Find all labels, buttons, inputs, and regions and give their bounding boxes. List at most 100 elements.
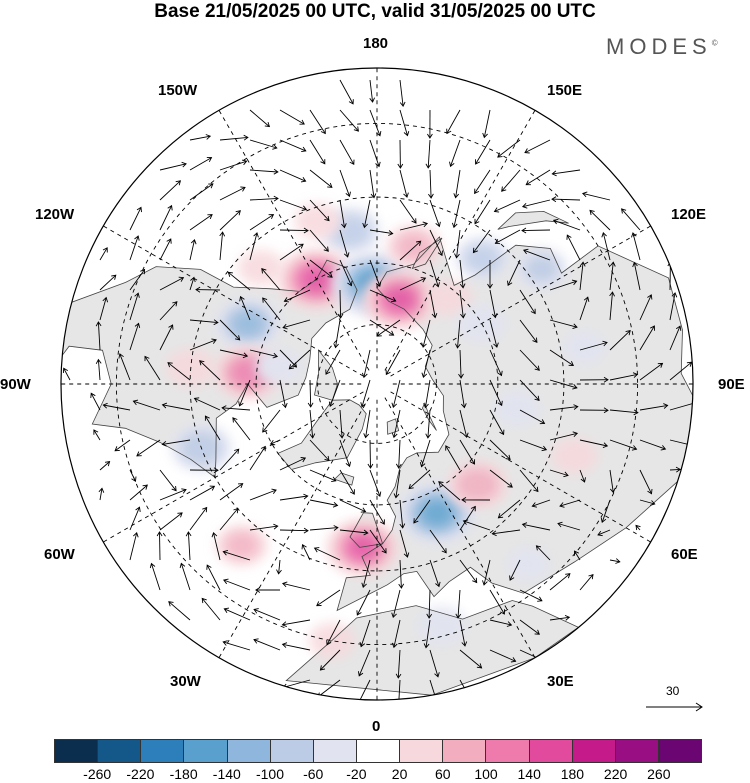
wind-vector-head (379, 519, 385, 525)
wind-vector-head (411, 218, 417, 224)
wind-vector-shaft (413, 499, 431, 524)
wind-vector-shaft (356, 589, 371, 616)
map-title: Base 21/05/2025 00 UTC, valid 31/05/2025… (154, 1, 596, 22)
wind-vector-head (631, 232, 637, 238)
wind-vector-shaft (519, 289, 536, 314)
wind-vector-head (551, 196, 557, 203)
latitude-circle (115, 122, 639, 646)
wind-vector-shaft (369, 439, 371, 469)
wind-vector-head (369, 97, 376, 103)
wind-vector-shaft (279, 229, 309, 232)
wind-vector-head (243, 134, 249, 141)
colorbar-swatch (270, 740, 314, 762)
wind-vector-shaft (421, 439, 431, 467)
meridian-line (390, 391, 651, 543)
wind-vector-head (499, 429, 505, 436)
positive-anomaly-cell (326, 519, 400, 576)
wind-vector-head (326, 640, 332, 646)
wind-vector-shaft (279, 109, 305, 125)
wind-vector-shaft (309, 109, 326, 134)
wind-vector-head (303, 493, 309, 500)
wind-vector-head (235, 210, 241, 216)
colorbar-tick-label: -140 (212, 766, 241, 782)
wind-vector-head (533, 486, 539, 493)
wind-vector-head (272, 144, 278, 150)
anomaly-contour-level (551, 438, 598, 474)
wind-vector-head (219, 231, 226, 237)
wind-vector-head (453, 193, 460, 199)
wind-vector-head (357, 671, 364, 677)
wind-vector-head (375, 161, 381, 168)
wind-vector-shaft (495, 229, 521, 244)
wind-vector-shaft (532, 499, 551, 507)
meridian-line (103, 391, 364, 543)
wind-vector-head (323, 246, 329, 252)
wind-vector-shaft (93, 429, 101, 441)
wind-vector-shaft (429, 259, 439, 287)
wind-vector-head (388, 230, 394, 236)
longitude-label-90w: 90W (0, 376, 31, 393)
wind-vector-head (282, 323, 288, 330)
wind-vector-head (333, 525, 339, 531)
wind-vector-shaft (150, 563, 161, 591)
wind-vector-shaft (489, 379, 503, 406)
wind-vector-head (531, 502, 537, 508)
wind-vector-shaft (159, 324, 174, 351)
wind-vector-shaft (279, 495, 308, 501)
wind-vector-shaft (639, 499, 655, 505)
wind-vector-head (534, 365, 540, 371)
wind-vector-head (537, 596, 543, 602)
colorbar-tick-label: -100 (255, 766, 285, 782)
wind-vector-shaft (162, 404, 191, 411)
wind-vector-head (206, 156, 213, 163)
wind-vector-shaft (222, 407, 251, 411)
wind-vector-shaft (129, 235, 139, 261)
wind-vector-shaft (369, 139, 380, 167)
wind-vector-shaft (99, 247, 108, 261)
wind-vector-shaft (597, 529, 611, 536)
longitude-label-30w: 30W (170, 673, 201, 690)
wind-vector-head (572, 384, 578, 390)
wind-vector-head (523, 248, 529, 255)
wind-vector-shaft (395, 469, 401, 498)
wind-vector-shaft (99, 274, 117, 291)
wind-vector-head (625, 330, 631, 336)
wind-vector-head (493, 342, 499, 348)
wind-vector-head (579, 261, 586, 267)
wind-vector-shaft (549, 319, 578, 328)
wind-vector-head (360, 402, 366, 408)
wind-vector-head (403, 192, 409, 198)
wind-vector-head (136, 451, 142, 457)
wind-vector-shaft (429, 199, 440, 227)
wind-vector-shaft (159, 180, 181, 201)
wind-vector-head (459, 283, 466, 289)
coastline-iceland (333, 472, 355, 486)
wind-vector-head (253, 608, 259, 614)
wind-vector-shaft (519, 409, 545, 424)
wind-vector-shaft (194, 397, 221, 411)
wind-vector-shaft (159, 469, 177, 491)
wind-vector-head (136, 206, 142, 213)
wind-vector-shaft (119, 353, 131, 381)
wind-vector-head (509, 575, 515, 581)
land-japan (497, 211, 569, 230)
wind-vector-shaft (288, 349, 311, 370)
wind-vector-head (237, 483, 244, 489)
map-border (60, 67, 694, 701)
wind-vector-head (345, 191, 351, 198)
wind-vector-shaft (159, 512, 183, 531)
wind-vector-head (179, 562, 186, 569)
wind-vector-shaft (189, 135, 211, 141)
wind-vector-shaft (639, 325, 655, 351)
wind-vector-shaft (309, 379, 312, 407)
wind-vector-head (692, 442, 693, 449)
wind-vector-head (497, 370, 503, 377)
wind-vector-shaft (519, 379, 540, 401)
wind-vector-shaft (224, 608, 251, 621)
meridian-line (103, 225, 364, 377)
wind-vector-shaft (249, 214, 274, 231)
wind-vector-shaft (459, 439, 475, 465)
wind-vector-head (303, 227, 309, 234)
coastline-north-america (61, 259, 358, 479)
positive-anomaly-cell (386, 225, 442, 268)
